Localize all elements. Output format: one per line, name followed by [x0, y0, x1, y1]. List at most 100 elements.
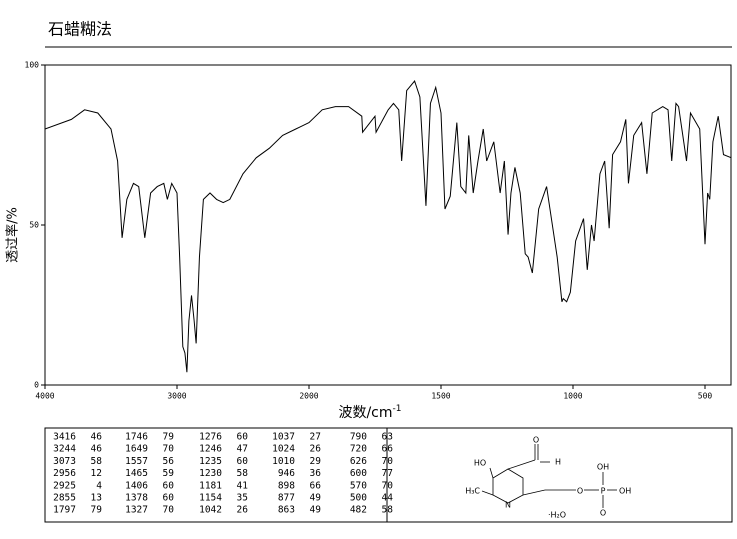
peak-transmittance: 58: [91, 456, 103, 467]
peak-wavenumber: 3244: [53, 444, 76, 455]
peak-wavenumber: 500: [350, 493, 367, 504]
peak-transmittance: 58: [237, 468, 249, 479]
ring: [492, 468, 524, 504]
structure: [481, 444, 617, 508]
peak-transmittance: 60: [163, 493, 175, 504]
peak-wavenumber: 2855: [53, 493, 76, 504]
peak-transmittance: 56: [163, 456, 175, 467]
y-axis-label: 透过率/%: [5, 207, 21, 263]
x-tick-label: 2000: [299, 392, 318, 401]
peak-wavenumber: 2956: [53, 468, 76, 479]
peak-transmittance: 66: [382, 444, 394, 455]
x-tick-label: 1000: [563, 392, 582, 401]
atom-label: OH: [597, 463, 609, 472]
peak-transmittance: 29: [310, 456, 322, 467]
peak-wavenumber: 1797: [53, 505, 76, 516]
atom-label: H: [555, 458, 561, 467]
peak-transmittance: 59: [163, 468, 175, 479]
peak-transmittance: 26: [310, 444, 322, 455]
peak-transmittance: 70: [382, 480, 394, 491]
x-tick-label: 3000: [167, 392, 186, 401]
peak-transmittance: 46: [91, 432, 103, 443]
plot-frame: [44, 64, 732, 386]
peak-wavenumber: 1465: [125, 468, 148, 479]
peak-wavenumber: 1557: [125, 456, 148, 467]
peak-transmittance: 13: [91, 493, 102, 504]
peak-wavenumber: 3416: [53, 432, 76, 443]
peak-transmittance: 41: [237, 480, 249, 491]
peak-transmittance: 47: [237, 444, 248, 455]
peak-wavenumber: 1327: [125, 505, 148, 516]
peak-transmittance: 49: [310, 493, 322, 504]
peak-transmittance: 44: [382, 493, 394, 504]
peak-transmittance: 66: [310, 480, 322, 491]
bond: [507, 459, 536, 470]
peak-transmittance: 27: [310, 432, 321, 443]
atom-label: O: [600, 509, 606, 518]
atom-label: ·H₂O: [548, 511, 566, 520]
peak-wavenumber: 898: [278, 480, 295, 491]
peak-wavenumber: 863: [278, 505, 295, 516]
peak-transmittance: 60: [163, 480, 175, 491]
peak-wavenumber: 720: [350, 444, 367, 455]
peak-wavenumber: 1378: [125, 493, 148, 504]
peak-transmittance: 79: [91, 505, 103, 516]
peak-wavenumber: 570: [350, 480, 367, 491]
atom-label: H₃C: [465, 487, 480, 496]
peak-wavenumber: 600: [350, 468, 367, 479]
peak-wavenumber: 1181: [199, 480, 222, 491]
chart-title: 石蜡糊法: [48, 20, 112, 39]
peak-transmittance: 4: [96, 480, 102, 491]
peak-wavenumber: 3073: [53, 456, 76, 467]
peak-wavenumber: 482: [350, 505, 367, 516]
peak-transmittance: 70: [382, 456, 394, 467]
x-tick-label: 4000: [35, 392, 54, 401]
atom-label: O: [577, 487, 583, 496]
peak-transmittance: 79: [163, 432, 175, 443]
peak-transmittance: 77: [382, 468, 393, 479]
peak-wavenumber: 1649: [125, 444, 148, 455]
y-tick-label: 50: [29, 221, 39, 230]
x-axis-label-sup: -1: [393, 404, 402, 414]
peak-wavenumber: 1230: [199, 468, 222, 479]
peak-wavenumber: 790: [350, 432, 367, 443]
spectrum-line: [44, 79, 732, 373]
peak-wavenumber: 946: [278, 468, 295, 479]
peak-transmittance: 63: [382, 432, 393, 443]
peak-wavenumber: 1746: [125, 432, 148, 443]
peak-transmittance: 49: [310, 505, 322, 516]
peak-transmittance: 70: [163, 505, 175, 516]
x-axis-label-text: 波数/cm: [338, 405, 392, 421]
peak-wavenumber: 1276: [199, 432, 222, 443]
y-tick-label: 100: [25, 61, 40, 70]
peak-wavenumber: 1235: [199, 456, 222, 467]
atom-label: O: [533, 436, 539, 445]
peak-wavenumber: 1010: [272, 456, 295, 467]
bond: [489, 467, 494, 479]
peak-transmittance: 60: [237, 432, 249, 443]
x-axis-label: 波数/cm-1: [338, 404, 401, 422]
atom-label: HO: [474, 459, 486, 468]
peak-transmittance: 26: [237, 505, 249, 516]
peak-transmittance: 12: [91, 468, 102, 479]
peak-wavenumber: 626: [350, 456, 367, 467]
structure-labels: O H HO H₃C N O P OH OH O ·H₂O: [465, 436, 631, 520]
peak-wavenumber: 1037: [272, 432, 295, 443]
atom-label: N: [505, 501, 511, 510]
peak-wavenumber: 877: [278, 493, 295, 504]
y-tick-label: 0: [34, 381, 39, 390]
peak-transmittance: 60: [237, 456, 249, 467]
peak-transmittance: 36: [310, 468, 322, 479]
peak-wavenumber: 1024: [272, 444, 295, 455]
peak-wavenumber: 1154: [199, 493, 222, 504]
peak-transmittance: 35: [237, 493, 248, 504]
x-tick-label: 1500: [431, 392, 450, 401]
peak-wavenumber: 2925: [53, 480, 76, 491]
peak-transmittance: 70: [163, 444, 175, 455]
peak-wavenumber: 1042: [199, 505, 222, 516]
peak-wavenumber: 1246: [199, 444, 222, 455]
bond: [481, 490, 494, 496]
atom-label: OH: [619, 487, 631, 496]
atom-label: P: [601, 487, 606, 496]
peak-transmittance: 46: [91, 444, 103, 455]
